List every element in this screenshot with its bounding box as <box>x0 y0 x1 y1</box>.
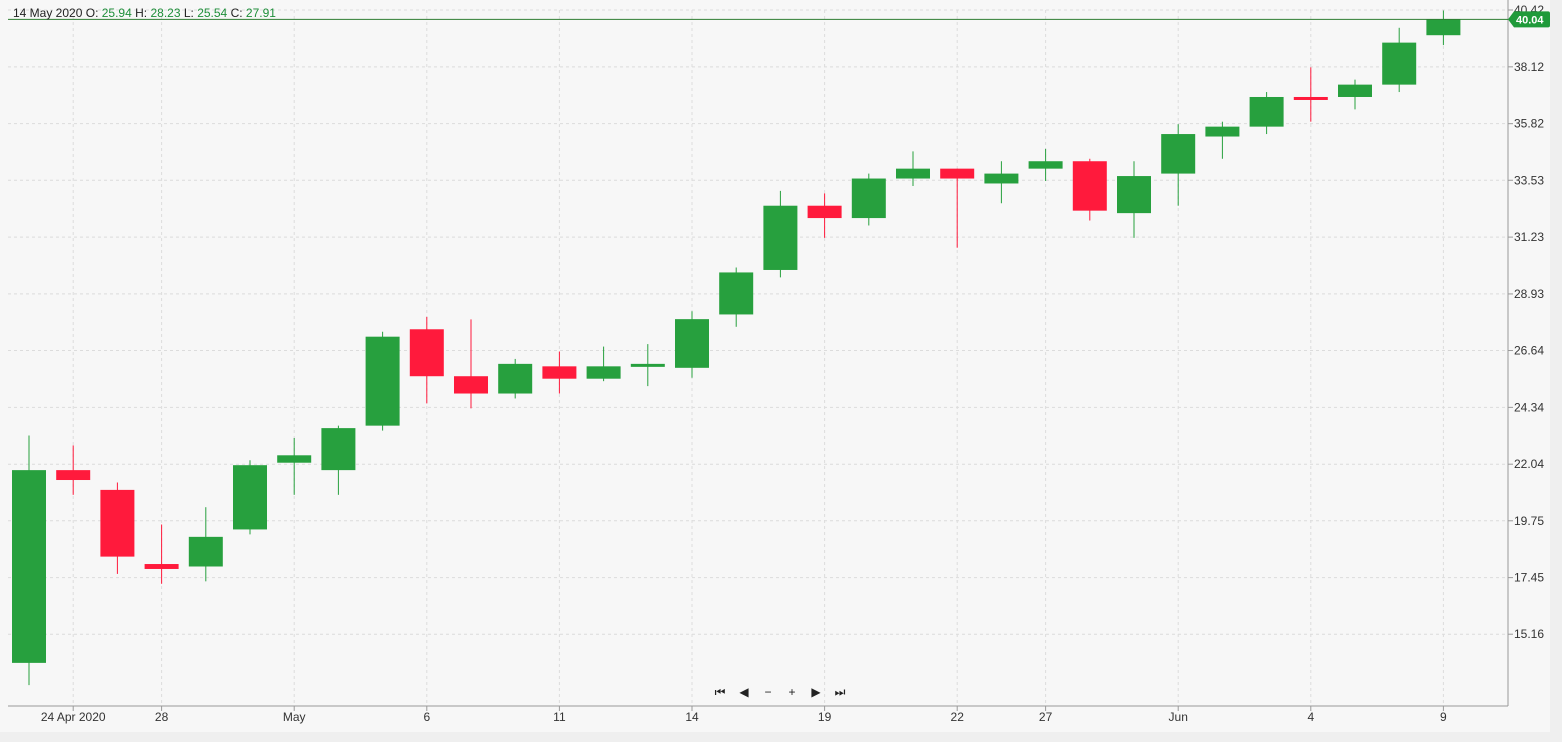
candle-body[interactable] <box>675 319 709 368</box>
legend-low-value: 25.54 <box>197 6 228 20</box>
candlestick-chart[interactable]: 40.4238.1235.8233.5331.2328.9326.6424.34… <box>0 0 1550 732</box>
legend-date: 14 May 2020 <box>13 6 83 20</box>
candle-body[interactable] <box>454 376 488 394</box>
zoom-in-icon[interactable]: + <box>788 685 796 699</box>
last-price-badge <box>1508 11 1550 28</box>
y-tick-label: 19.75 <box>1514 514 1544 528</box>
candle-body[interactable] <box>807 205 842 219</box>
candle-body[interactable] <box>56 470 91 481</box>
scroll-right-icon[interactable]: ▶ <box>811 685 821 699</box>
x-tick-label: 22 <box>951 710 965 724</box>
x-tick-label: 4 <box>1307 710 1314 724</box>
axis-layer: 40.4238.1235.8233.5331.2328.9326.6424.34… <box>8 0 1550 724</box>
candle-body[interactable] <box>12 470 46 663</box>
x-tick-label: Jun <box>1169 710 1188 724</box>
legend-close-value: 27.91 <box>245 6 276 20</box>
y-tick-label: 28.93 <box>1514 287 1544 301</box>
legend-high-label: H: <box>135 6 148 20</box>
candle-body[interactable] <box>586 366 621 379</box>
candle-body[interactable] <box>233 465 267 530</box>
candle-body[interactable] <box>542 366 577 379</box>
y-tick-label: 31.23 <box>1514 230 1544 244</box>
x-tick-label: May <box>283 710 306 724</box>
ohlc-legend: 14 May 2020 O: 25.94 H: 28.23 L: 25.54 C… <box>13 6 276 20</box>
candle-body[interactable] <box>365 336 400 426</box>
x-tick-label: 6 <box>423 710 430 724</box>
go-first-icon[interactable]: ⏮ <box>714 685 726 699</box>
x-tick-label: 9 <box>1440 710 1447 724</box>
x-tick-label: 14 <box>685 710 699 724</box>
y-tick-label: 15.16 <box>1514 627 1544 641</box>
candle-body[interactable] <box>498 363 533 394</box>
y-tick-label: 22.04 <box>1514 457 1544 471</box>
y-tick-label: 24.34 <box>1514 400 1544 414</box>
x-tick-label: 28 <box>155 710 169 724</box>
candle-body[interactable] <box>763 205 798 270</box>
candle-body[interactable] <box>321 428 356 471</box>
candle-body[interactable] <box>277 455 312 463</box>
x-tick-label: 27 <box>1039 710 1053 724</box>
candle-body[interactable] <box>719 272 754 315</box>
y-tick-label: 26.64 <box>1514 344 1544 358</box>
zoom-out-icon[interactable]: − <box>764 685 772 699</box>
candle-body[interactable] <box>1426 19 1461 36</box>
candle-body[interactable] <box>409 329 444 377</box>
candle-body[interactable] <box>1382 42 1417 85</box>
candle-body[interactable] <box>630 363 665 367</box>
candle-body[interactable] <box>188 536 223 567</box>
chart-area[interactable]: 40.42 38.12 35.82 33.53 31.23 28.93 26.64 24.34… <box>0 0 1550 732</box>
legend-close-label: C: <box>230 6 243 20</box>
candle-body[interactable] <box>1205 126 1240 137</box>
y-tick-label: 38.12 <box>1514 60 1544 74</box>
candle-body[interactable] <box>1072 161 1107 211</box>
legend-high-value: 28.23 <box>150 6 181 20</box>
candle-body[interactable] <box>940 168 975 179</box>
y-tick-label: 35.82 <box>1514 117 1544 131</box>
chart-navigation: ⏮ ◀ − + ▶ ⏭ <box>713 685 847 700</box>
candle-body[interactable] <box>1161 134 1196 174</box>
candle-body[interactable] <box>1117 176 1151 214</box>
legend-open-value: 25.94 <box>101 6 132 20</box>
y-tick-label: 33.53 <box>1514 173 1544 187</box>
legend-open-label: O: <box>85 6 99 20</box>
legend-low-label: L: <box>183 6 194 20</box>
candle-body[interactable] <box>984 173 1019 184</box>
x-tick-label: 11 <box>553 710 566 724</box>
candle-body[interactable] <box>1338 84 1372 97</box>
candle-body[interactable] <box>144 564 179 569</box>
x-tick-label: 24 Apr 2020 <box>41 710 106 724</box>
candle-body[interactable] <box>100 489 135 557</box>
candle-body[interactable] <box>1293 96 1328 100</box>
candle-body[interactable] <box>1028 161 1063 169</box>
candle-body[interactable] <box>896 168 930 179</box>
candle-body[interactable] <box>1249 96 1284 127</box>
scroll-left-icon[interactable]: ◀ <box>739 685 749 699</box>
y-tick-label: 17.45 <box>1514 571 1544 585</box>
candles-layer <box>12 10 1461 686</box>
go-last-icon[interactable]: ⏭ <box>834 685 846 699</box>
x-tick-label: 19 <box>818 710 832 724</box>
candle-body[interactable] <box>851 178 886 219</box>
last-price-label: 40.04 <box>1516 14 1544 26</box>
